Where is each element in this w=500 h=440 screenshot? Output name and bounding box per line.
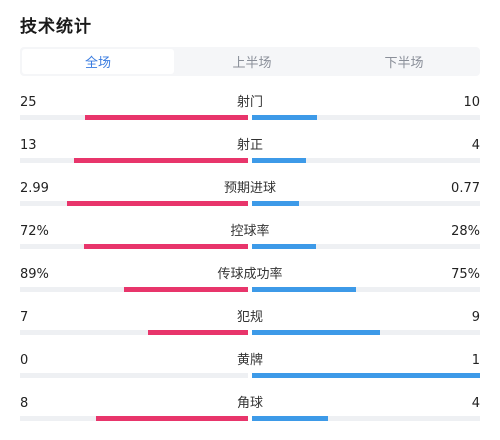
home-bar-track (20, 244, 248, 249)
page-title: 技术统计 (20, 17, 92, 37)
away-bar (252, 201, 299, 206)
home-bar (148, 330, 248, 335)
tab-full-match[interactable]: 全场 (22, 49, 174, 74)
home-bar (74, 158, 248, 163)
home-bar (85, 115, 248, 120)
stat-row: 0 黄牌 1 (0, 352, 500, 392)
away-value: 4 (471, 396, 480, 411)
away-value: 0.77 (451, 181, 480, 196)
away-bar-track (252, 115, 480, 120)
home-bar-track (20, 330, 248, 335)
tab-first-half[interactable]: 上半场 (232, 56, 272, 71)
home-bar-track (20, 373, 248, 378)
stat-row: 25 射门 10 (0, 94, 500, 134)
away-value: 75% (451, 267, 480, 282)
away-value: 1 (471, 353, 480, 368)
stat-row: 8 角球 4 (0, 395, 500, 435)
home-bar-track (20, 287, 248, 292)
stat-label: 犯规 (236, 310, 263, 325)
away-value: 28% (451, 224, 480, 239)
home-bar (84, 244, 248, 249)
away-bar-track (252, 287, 480, 292)
home-bar (96, 416, 248, 421)
stat-row: 2.99 预期进球 0.77 (0, 180, 500, 220)
home-value: 89% (20, 267, 49, 282)
home-value: 2.99 (20, 181, 49, 196)
away-bar (252, 330, 380, 335)
stat-label: 传球成功率 (217, 267, 283, 282)
stat-row: 89% 传球成功率 75% (0, 266, 500, 306)
away-bar (252, 373, 480, 378)
away-bar (252, 115, 317, 120)
away-bar-track (252, 330, 480, 335)
stat-label: 射门 (236, 95, 263, 110)
period-tabs: 全场 上半场 下半场 (20, 47, 480, 76)
away-value: 4 (471, 138, 480, 153)
away-bar-track (252, 373, 480, 378)
home-value: 0 (20, 353, 29, 368)
stat-label: 黄牌 (236, 353, 263, 368)
away-bar-track (252, 244, 480, 249)
home-bar (124, 287, 248, 292)
away-value: 10 (463, 95, 480, 110)
home-bar (67, 201, 248, 206)
tab-second-half[interactable]: 下半场 (384, 56, 424, 71)
home-value: 13 (20, 138, 37, 153)
away-bar-track (252, 416, 480, 421)
home-bar-track (20, 158, 248, 163)
away-bar (252, 287, 356, 292)
away-bar-track (252, 158, 480, 163)
home-value: 25 (20, 95, 37, 110)
home-value: 8 (20, 396, 29, 411)
stat-label: 射正 (236, 138, 263, 153)
stat-label: 预期进球 (223, 181, 276, 196)
away-bar-track (252, 201, 480, 206)
home-value: 72% (20, 224, 49, 239)
away-value: 9 (471, 310, 480, 325)
away-bar (252, 416, 328, 421)
stat-label: 角球 (236, 396, 263, 411)
away-bar (252, 244, 316, 249)
away-bar (252, 158, 306, 163)
home-bar-track (20, 201, 248, 206)
home-value: 7 (20, 310, 29, 325)
home-bar-track (20, 416, 248, 421)
stat-row: 13 射正 4 (0, 137, 500, 177)
home-bar-track (20, 115, 248, 120)
stat-row: 72% 控球率 28% (0, 223, 500, 263)
stat-row: 7 犯规 9 (0, 309, 500, 349)
stat-label: 控球率 (230, 224, 270, 239)
